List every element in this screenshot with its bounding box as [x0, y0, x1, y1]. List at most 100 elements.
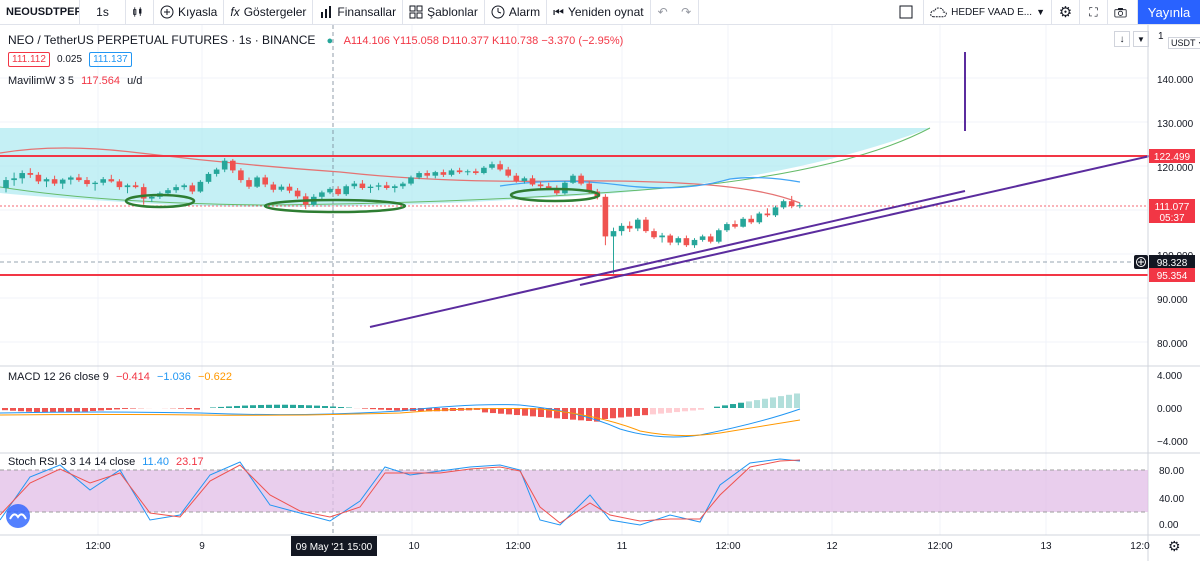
macd-bar — [42, 408, 48, 413]
ask-tag[interactable]: 111.137 — [89, 52, 132, 67]
macd-bar — [690, 408, 696, 411]
ma-label: MavilimW 3 5 — [8, 75, 75, 87]
redo-button[interactable]: ↷ — [675, 0, 699, 24]
arrow-down-icon[interactable]: ↓ — [1114, 31, 1130, 47]
candle — [788, 195, 795, 209]
macd-bar — [402, 408, 408, 411]
interval-button[interactable]: 1s — [80, 0, 126, 24]
macd-bar — [290, 404, 296, 408]
macd-bar — [490, 408, 496, 414]
macd-bar — [306, 405, 312, 408]
compare-label: Kıyasla — [178, 5, 218, 19]
candle — [659, 232, 665, 243]
macd-bar — [418, 408, 424, 412]
macd-bar — [530, 408, 536, 417]
candle — [116, 179, 123, 190]
chart-area[interactable]: 140.000130.000120.000100.00090.00080.000… — [0, 25, 1200, 561]
candle — [521, 176, 528, 184]
marker-ellipse-1 — [124, 193, 196, 209]
financials-button[interactable]: Finansallar — [313, 0, 404, 24]
redo-icon: ↷ — [681, 5, 692, 19]
bar-chart-icon — [321, 6, 332, 18]
candle — [351, 180, 358, 189]
time-tick: 9 — [199, 541, 205, 552]
macd-bar — [106, 408, 112, 410]
bid-tag[interactable]: 111.112 — [8, 52, 50, 67]
macd-bar — [18, 408, 24, 412]
currency-badge[interactable]: USDT▼ — [1168, 37, 1200, 49]
templates-button[interactable]: Şablonlar — [403, 0, 485, 24]
mavilim-line — [0, 147, 801, 204]
alert-button[interactable]: Alarm — [485, 0, 548, 24]
candle — [181, 183, 187, 190]
templates-icon — [409, 5, 423, 19]
stoch-band — [0, 470, 1148, 512]
stoch-tick: 80.00 — [1159, 466, 1184, 477]
macd-bar — [66, 408, 72, 413]
publish-button[interactable]: Yayınla — [1138, 0, 1200, 24]
macd-value-3: −0.622 — [197, 371, 232, 383]
layout-name-button[interactable]: HEDEF VAAD E... ▼ — [924, 0, 1052, 24]
macd-bar — [618, 408, 624, 418]
time-tick: 12:00 — [505, 541, 530, 552]
macd-bar — [90, 408, 96, 412]
macd-bar — [586, 408, 592, 421]
macd-bar — [698, 408, 704, 410]
chevron-down-icon[interactable]: ▼ — [1133, 31, 1149, 47]
candle — [481, 166, 487, 175]
symbol-search[interactable]: NEOUSDTPEF — [0, 0, 80, 24]
macd-bar — [210, 407, 216, 408]
undo-icon: ↶ — [657, 5, 668, 19]
macd-bar — [594, 408, 600, 422]
symbol-label: NEOUSDTPEF — [6, 6, 80, 18]
fullscreen-button[interactable]: ⛶ — [1080, 0, 1108, 24]
crosshair-plus-button[interactable] — [1134, 255, 1148, 269]
svg-text:98.328: 98.328 — [1157, 258, 1188, 269]
macd-bar — [58, 408, 64, 413]
candle — [400, 181, 406, 189]
macd-bar — [786, 394, 792, 408]
candle — [19, 170, 25, 184]
candle — [748, 215, 754, 225]
snapshot-button[interactable] — [1108, 0, 1138, 24]
macd-bar — [378, 408, 384, 410]
svg-text:09 May '21 15:00: 09 May '21 15:00 — [296, 542, 373, 553]
candle — [286, 183, 293, 194]
cloud-icon — [930, 7, 947, 18]
macd-bar — [546, 408, 552, 418]
macd-bar — [626, 408, 632, 417]
badge-upper: 122.499 — [1149, 149, 1195, 163]
candle — [359, 180, 366, 190]
macd-bar — [514, 408, 520, 416]
candle — [383, 181, 390, 190]
macd-bar — [178, 408, 184, 409]
candle — [667, 233, 673, 246]
undo-button[interactable]: ↶ — [651, 0, 675, 24]
candle — [489, 161, 495, 170]
candle — [367, 184, 374, 193]
replay-button[interactable]: ⏮ Yeniden oynat — [547, 0, 651, 24]
settings-button[interactable]: ⚙ — [1052, 0, 1080, 24]
settings-corner-button[interactable]: ⚙ — [1168, 538, 1181, 555]
crosshair-time-badge: 09 May '21 15:00 — [291, 536, 377, 556]
macd-tick: 0.000 — [1157, 404, 1182, 415]
layout-toggle[interactable] — [892, 0, 924, 24]
compare-button[interactable]: Kıyasla — [154, 0, 225, 24]
indicators-button[interactable]: fx Göstergeler — [224, 0, 314, 24]
macd-bar — [122, 408, 128, 409]
macd-bar — [218, 406, 224, 408]
price-tick: 120.000 — [1157, 163, 1194, 174]
macd-bar — [34, 408, 40, 413]
tradingview-logo[interactable] — [6, 504, 30, 528]
indicators-label: Göstergeler — [243, 5, 307, 19]
macd-bar — [82, 408, 88, 412]
candle — [262, 174, 268, 188]
candle — [562, 180, 568, 195]
candle — [343, 184, 349, 196]
chart-type-button[interactable] — [126, 0, 154, 24]
candle — [92, 180, 98, 191]
candle — [43, 177, 50, 188]
price-tick: 140.000 — [1157, 75, 1194, 86]
macd-bar — [674, 408, 680, 413]
candles — [3, 158, 803, 274]
